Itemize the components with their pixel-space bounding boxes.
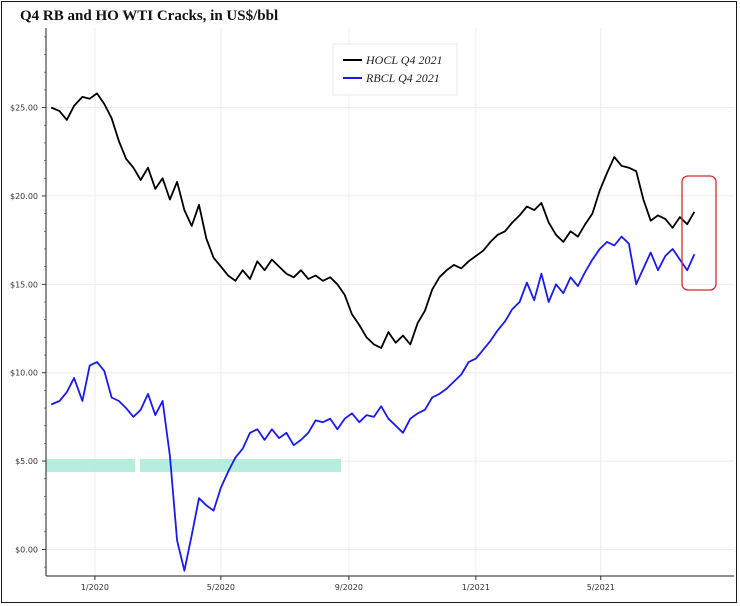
chart-title: Q4 RB and HO WTI Cracks, in US$/bbl (20, 8, 279, 24)
legend-box (332, 43, 458, 96)
legend: HOCL Q4 2021 RBCL Q4 2021 (332, 43, 458, 96)
grid-lines (46, 28, 734, 576)
series-line-hocl (50, 92, 696, 349)
axes: $0.00 $5.00 $10.00 $15.00 $20.00 $25.00 1/2020… (10, 28, 734, 592)
legend-label-rbcl: RBCL Q4 2021 (365, 71, 440, 85)
highlight-layer (46, 459, 341, 472)
y-tick-label: $25.00 (10, 104, 38, 113)
series-lines (50, 92, 696, 572)
x-tick-label: 9/2020 (335, 583, 363, 592)
x-tick-label: 5/2020 (207, 583, 235, 592)
x-tick-label: 1/2021 (462, 583, 490, 592)
y-tick-label: $15.00 (10, 280, 38, 289)
y-tick-label: $0.00 (15, 545, 38, 554)
highlight-box (681, 175, 717, 291)
legend-label-hocl: HOCL Q4 2021 (365, 53, 442, 67)
highlight-bar (46, 459, 135, 472)
y-tick-label: $10.00 (10, 369, 38, 378)
y-tick-label: $20.00 (10, 192, 38, 201)
y-tick-label: $5.00 (15, 457, 38, 466)
x-tick-label: 1/2020 (81, 583, 109, 592)
highlight-bar (140, 459, 341, 472)
x-tick-label: 5/2021 (587, 583, 615, 592)
series-line-rbcl (50, 235, 696, 572)
